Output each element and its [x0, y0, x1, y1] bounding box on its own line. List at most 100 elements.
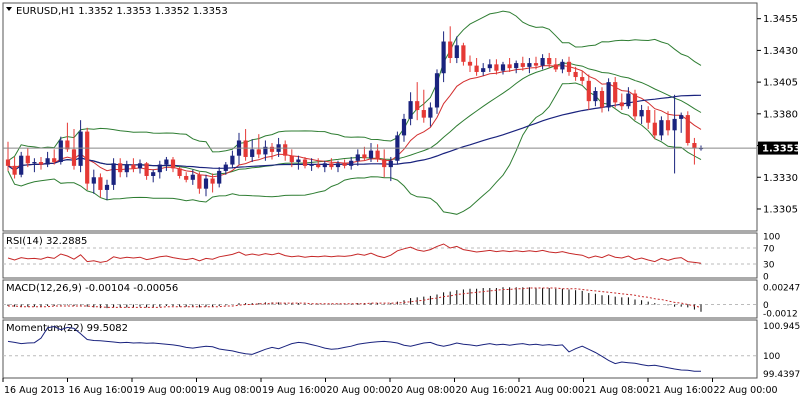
- time-tick-label: 21 Aug 00:00: [520, 385, 584, 396]
- candle-body: [500, 64, 506, 71]
- chart-menu-icon[interactable]: [6, 7, 12, 11]
- candle-body: [474, 65, 479, 72]
- candle-body: [448, 41, 453, 59]
- candle-body: [322, 163, 327, 168]
- candle-body: [408, 101, 413, 119]
- candle-body: [527, 63, 532, 67]
- price-panel: [2, 2, 758, 232]
- momentum-y-axis: 100.9456 100 99.4397: [3, 322, 800, 380]
- time-tick-label: 19 Aug 16:00: [262, 385, 326, 396]
- momentum-tick-label: 99.4397: [763, 370, 800, 380]
- candle-body: [19, 155, 24, 175]
- time-tick-label: 21 Aug 16:00: [649, 385, 713, 396]
- candle-body: [316, 164, 321, 168]
- candle-body: [421, 110, 426, 118]
- candle-body: [71, 149, 77, 166]
- momentum-tick-label: 100: [763, 352, 780, 362]
- candle-body: [619, 102, 624, 107]
- candle-body: [349, 160, 354, 166]
- price-title: EURUSD,H1 1.3352 1.3353 1.3352 1.3353: [16, 6, 228, 17]
- time-tick-label: 16 Aug 16:00: [69, 385, 133, 396]
- candle-body: [692, 143, 697, 149]
- rsi-line-group: [7, 243, 702, 264]
- macd-tick-label: -0.0012: [763, 310, 798, 320]
- candle-body: [520, 63, 525, 67]
- candle-body: [434, 73, 440, 108]
- momentum-tick-label: 100.9456: [763, 322, 800, 332]
- time-tick-label: 16 Aug 2013: [4, 385, 65, 396]
- candle-body: [382, 159, 387, 168]
- candle-body: [507, 64, 512, 69]
- candle-body: [599, 90, 605, 108]
- candle-body: [481, 68, 486, 72]
- candle-body: [124, 164, 129, 173]
- price-tick-label: 1.3380: [763, 109, 798, 120]
- sma-line: [7, 94, 702, 172]
- candle-body: [362, 154, 367, 159]
- time-tick-label: 22 Aug 00:00: [714, 385, 778, 396]
- candle-body: [309, 164, 314, 166]
- candle-body: [296, 159, 301, 163]
- candle-body: [566, 61, 572, 72]
- candle-body: [118, 163, 123, 173]
- candle-body: [45, 158, 50, 165]
- candle-body: [342, 163, 347, 166]
- time-tick-label: 19 Aug 08:00: [198, 385, 262, 396]
- candle-body: [368, 150, 374, 159]
- candle-body: [151, 172, 156, 176]
- candle-body: [580, 77, 585, 81]
- macd-tick-label: 0.00247: [763, 283, 800, 293]
- candle-body: [230, 155, 235, 165]
- candle-body: [665, 120, 671, 131]
- candle-body: [5, 159, 11, 166]
- candle-body: [659, 120, 664, 136]
- candle-body: [91, 177, 96, 184]
- candle-body: [263, 146, 268, 155]
- candle-body: [672, 118, 677, 131]
- candle-body: [52, 158, 57, 163]
- rsi-tick-label: 100: [763, 233, 780, 243]
- momentum-line-group: [7, 325, 701, 372]
- time-tick-label: 20 Aug 00:00: [327, 385, 391, 396]
- candle-body: [283, 144, 288, 156]
- time-tick-label: 19 Aug 00:00: [133, 385, 197, 396]
- candle-body: [170, 159, 176, 169]
- candle-body: [269, 146, 275, 152]
- candle-body: [454, 45, 459, 59]
- time-axis: 16 Aug 2013 16 Aug 16:00 19 Aug 00:00 19 Au…: [2, 378, 778, 396]
- candle-body: [646, 110, 651, 123]
- candle-body: [586, 80, 591, 102]
- candle-body: [632, 93, 638, 117]
- candle-body: [355, 154, 360, 161]
- candle-body: [573, 71, 578, 78]
- candle-body: [177, 168, 182, 176]
- price-tick-label: 1.3305: [763, 204, 798, 215]
- candle-body: [217, 170, 222, 184]
- candle-body: [685, 115, 690, 144]
- macd-y-axis: 0.00247 0-0.0012: [3, 283, 800, 320]
- candle-body: [467, 61, 473, 66]
- bollinger-upper-line: [7, 10, 702, 162]
- current-price-label: 1.3353: [762, 144, 800, 155]
- momentum-label: Momentum(22) 99.5082: [6, 323, 128, 334]
- rsi-panel: [2, 232, 758, 279]
- candle-body: [104, 184, 110, 190]
- price-tick-label: 1.3455: [763, 14, 798, 25]
- candle-body: [243, 140, 248, 157]
- candle-body: [606, 82, 611, 108]
- candle-body: [85, 131, 90, 184]
- candle-body: [223, 164, 228, 171]
- bollinger-bands: [7, 10, 702, 215]
- current-price-box: [758, 141, 798, 155]
- price-tick-label: 1.3405: [763, 78, 798, 89]
- candle-body: [157, 164, 162, 173]
- candle-body: [533, 63, 539, 66]
- candle-body: [65, 140, 70, 150]
- bollinger-lower-line: [7, 82, 702, 215]
- candle-body: [652, 122, 657, 136]
- rsi-tick-label: 30: [763, 261, 775, 271]
- candle-body: [593, 90, 598, 102]
- candle-body: [197, 174, 202, 189]
- candle-body: [111, 163, 116, 185]
